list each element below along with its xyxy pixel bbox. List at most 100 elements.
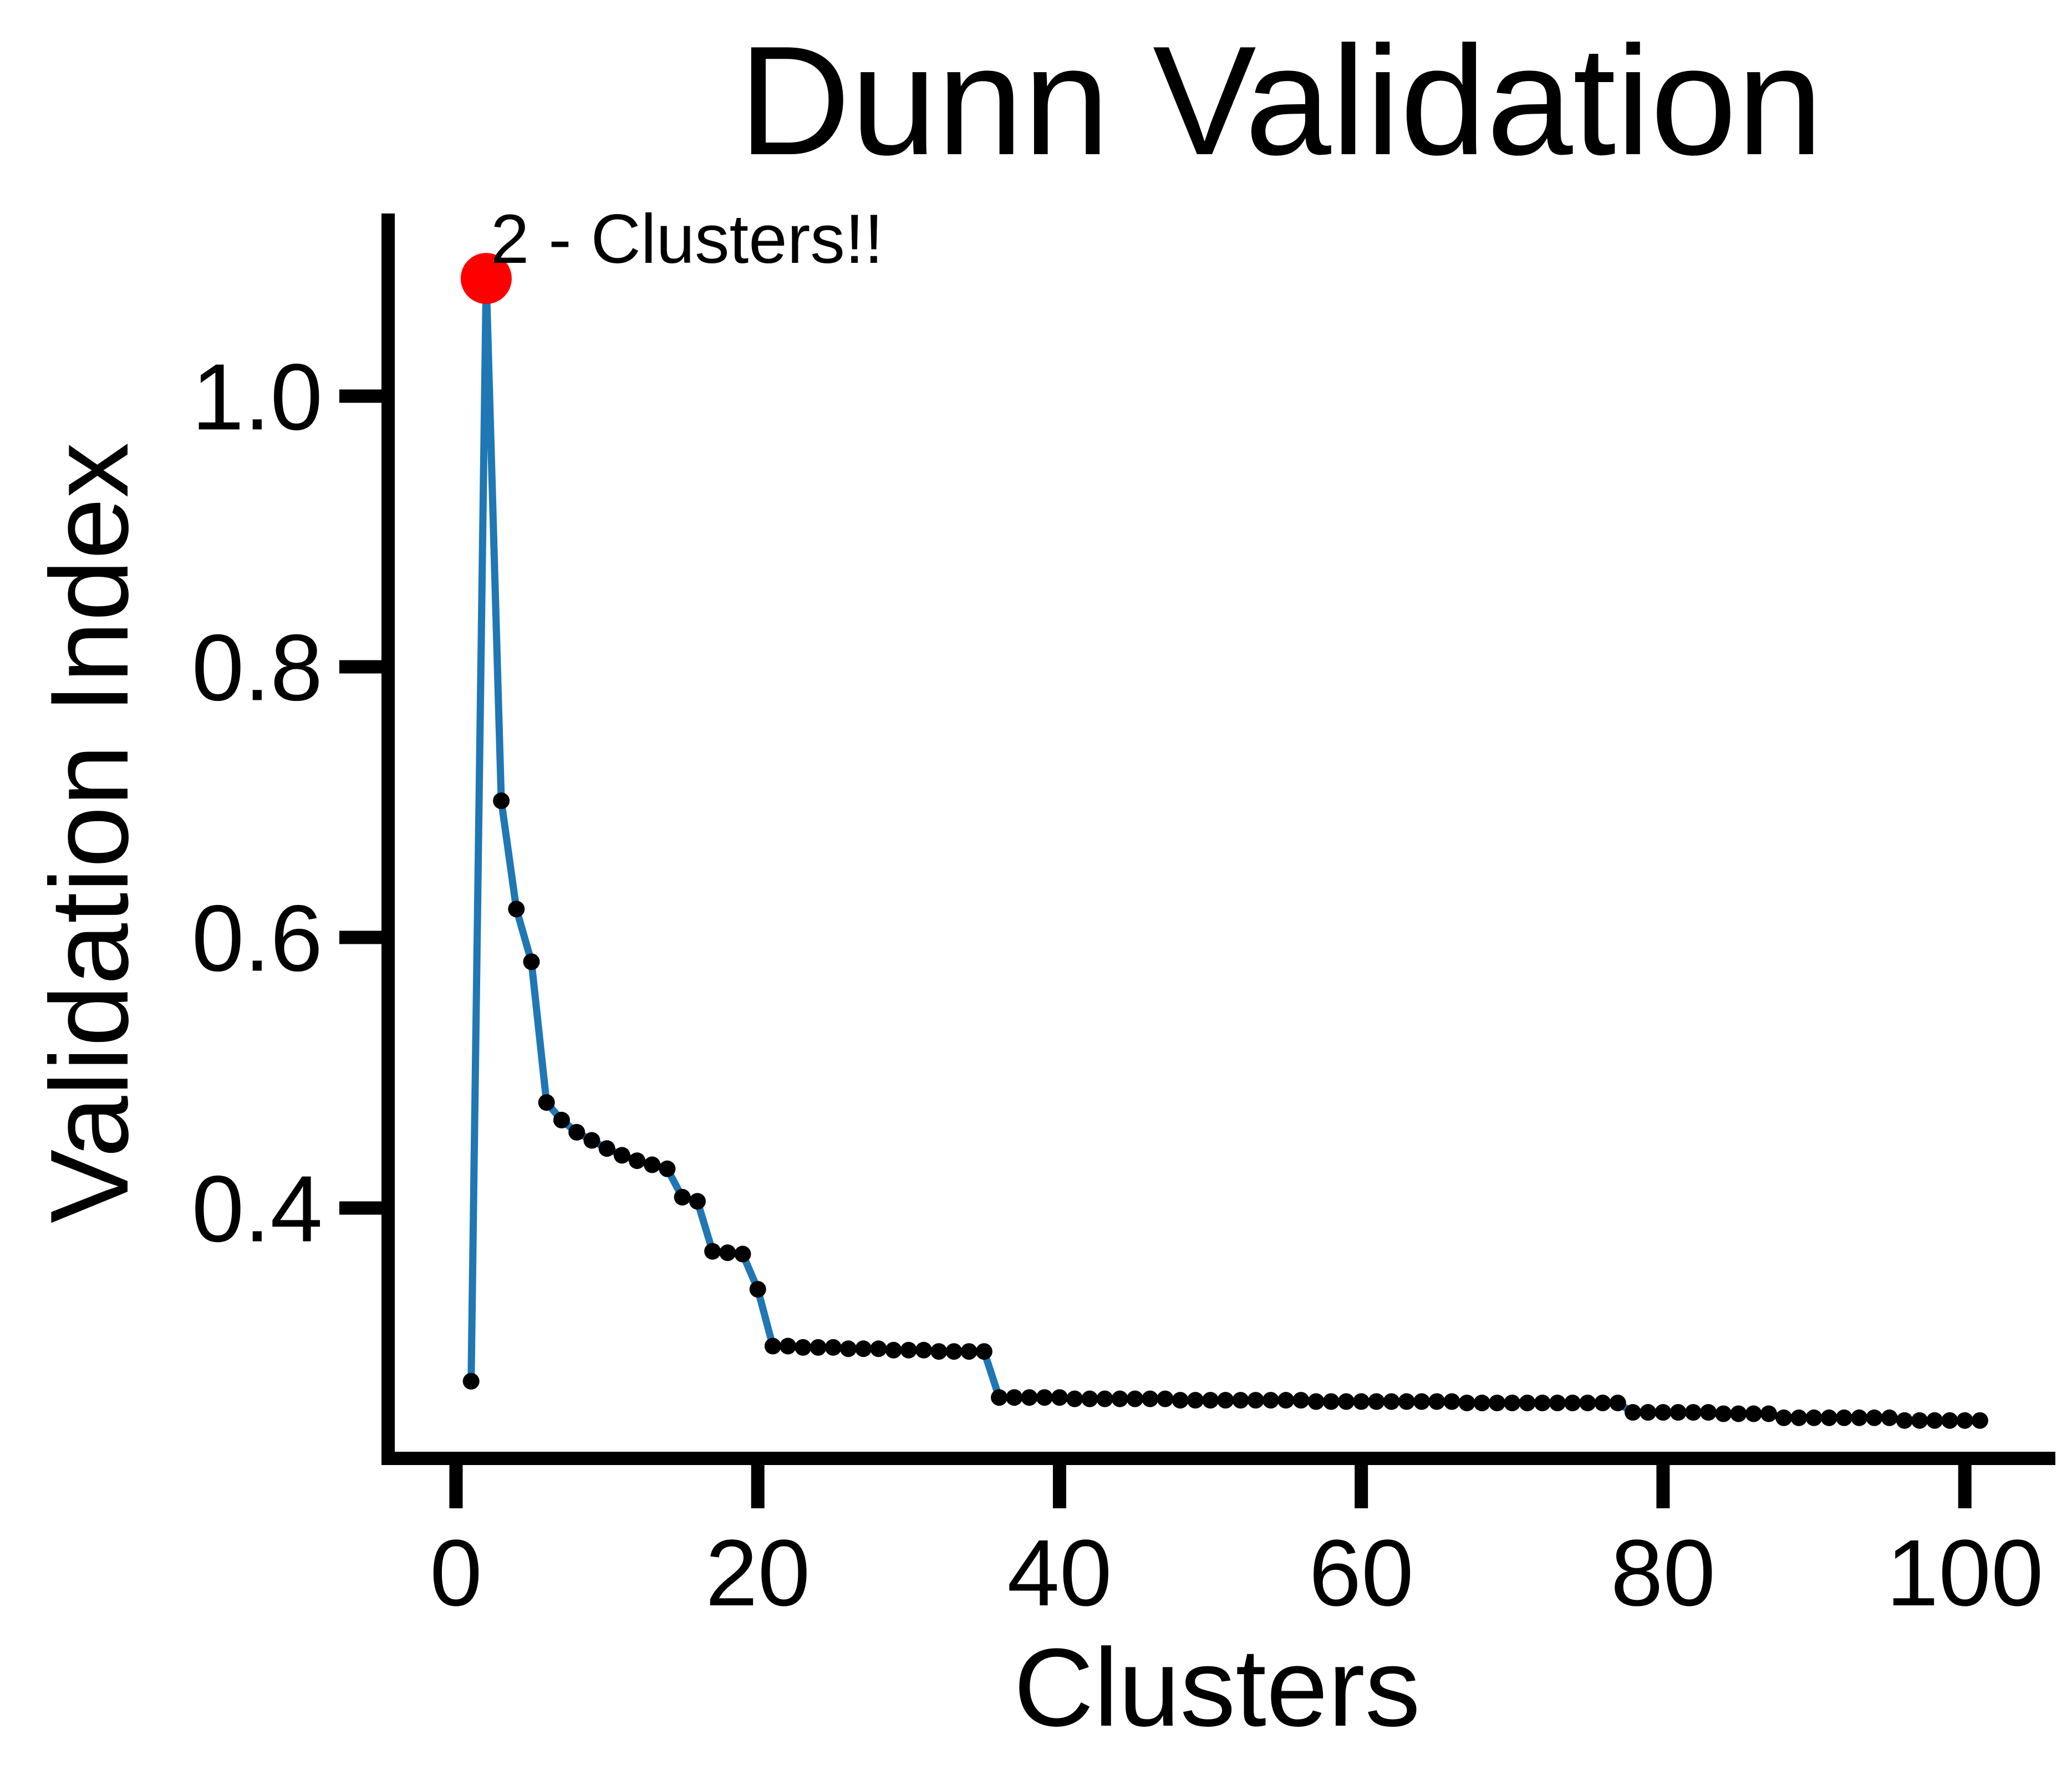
data-point [960, 1343, 978, 1360]
data-point [991, 1389, 1008, 1406]
data-point [1775, 1409, 1793, 1426]
x-tick-label: 0 [430, 1520, 482, 1626]
data-point [1564, 1395, 1581, 1411]
data-point [1368, 1393, 1385, 1410]
data-point [704, 1243, 721, 1260]
data-point [553, 1111, 570, 1128]
data-point [1262, 1392, 1279, 1409]
data-point [1006, 1389, 1023, 1406]
data-point [1790, 1409, 1808, 1426]
data-point [855, 1340, 872, 1357]
data-point [930, 1343, 948, 1360]
data-point [870, 1340, 887, 1357]
data-point [583, 1132, 600, 1149]
data-point [644, 1156, 661, 1173]
data-point [689, 1193, 706, 1210]
data-point [885, 1341, 902, 1359]
x-tick-label: 40 [1007, 1520, 1112, 1626]
data-point [1187, 1392, 1204, 1409]
data-point [1489, 1395, 1506, 1411]
y-tick-label: 0.4 [192, 1157, 323, 1262]
data-point [598, 1140, 615, 1157]
data-point [1941, 1412, 1958, 1429]
data-point [1217, 1392, 1234, 1409]
data-point [1760, 1405, 1777, 1422]
data-point [1926, 1412, 1943, 1429]
axis-ticks: 0 20 40 60 80 100 0.4 0.6 0.8 1.0 [192, 344, 2044, 1626]
data-point [1625, 1404, 1641, 1421]
data-point [1534, 1395, 1551, 1411]
data-point [1579, 1395, 1596, 1411]
data-point [900, 1341, 917, 1359]
data-point [1142, 1390, 1159, 1407]
data-point [1805, 1409, 1822, 1426]
data-point [1247, 1392, 1264, 1409]
data-point [1715, 1405, 1732, 1422]
data-point [1836, 1409, 1852, 1426]
data-point [1443, 1393, 1460, 1410]
data-point [538, 1094, 555, 1111]
data-point [1971, 1412, 1988, 1429]
data-point [1458, 1395, 1475, 1411]
data-point [1307, 1393, 1325, 1410]
data-point [1051, 1389, 1068, 1406]
y-tick-label: 0.8 [192, 615, 323, 720]
data-point [1956, 1412, 1973, 1429]
data-point [1157, 1390, 1174, 1407]
data-point [1428, 1393, 1445, 1410]
data-point [1127, 1390, 1143, 1407]
data-point [915, 1341, 932, 1359]
data-point [1111, 1390, 1128, 1407]
y-tick-label: 1.0 [192, 344, 323, 450]
data-point [795, 1339, 812, 1356]
data-point [719, 1244, 736, 1262]
data-point [659, 1160, 676, 1177]
data-point [1066, 1390, 1083, 1407]
data-point [1820, 1409, 1837, 1426]
data-point [1338, 1393, 1355, 1410]
data-point [1021, 1389, 1038, 1406]
data-point [945, 1343, 963, 1360]
best-cluster-annotation: 2 - Clusters!! [491, 201, 884, 278]
data-point [1202, 1392, 1219, 1409]
data-point [1881, 1409, 1898, 1426]
data-point [749, 1281, 766, 1298]
x-tick-label: 60 [1309, 1520, 1414, 1626]
data-point [840, 1340, 857, 1357]
data-point [1081, 1390, 1098, 1407]
x-tick-label: 100 [1886, 1520, 2044, 1626]
data-point [1353, 1393, 1370, 1410]
data-point [1277, 1392, 1295, 1409]
data-point [1232, 1392, 1249, 1409]
data-point [1700, 1404, 1717, 1421]
data-point [1322, 1393, 1340, 1410]
data-point [1866, 1409, 1883, 1426]
x-tick-label: 80 [1611, 1520, 1715, 1626]
data-point [1851, 1409, 1868, 1426]
data-point [508, 901, 525, 918]
data-point [1096, 1390, 1113, 1407]
data-point [1896, 1412, 1913, 1429]
data-point [462, 1372, 480, 1390]
data-point [1669, 1404, 1687, 1421]
data-point [1609, 1395, 1626, 1411]
data-point [1684, 1404, 1702, 1421]
data-point [1730, 1405, 1747, 1422]
data-point [1911, 1412, 1928, 1429]
data-point [674, 1189, 691, 1206]
best-cluster-marker [460, 253, 512, 304]
series-line [467, 274, 1980, 1425]
data-point [975, 1343, 992, 1360]
data-point [1172, 1392, 1189, 1409]
data-point [1413, 1393, 1430, 1410]
data-point [493, 792, 510, 810]
data-point [824, 1339, 842, 1356]
chart-title: Dunn Validation [739, 14, 1823, 187]
data-point [780, 1338, 797, 1355]
data-point [1654, 1404, 1672, 1421]
data-point [1398, 1393, 1415, 1410]
data-point [1504, 1395, 1521, 1411]
x-axis-label: Clusters [1014, 1626, 1421, 1750]
data-point [1640, 1404, 1657, 1421]
